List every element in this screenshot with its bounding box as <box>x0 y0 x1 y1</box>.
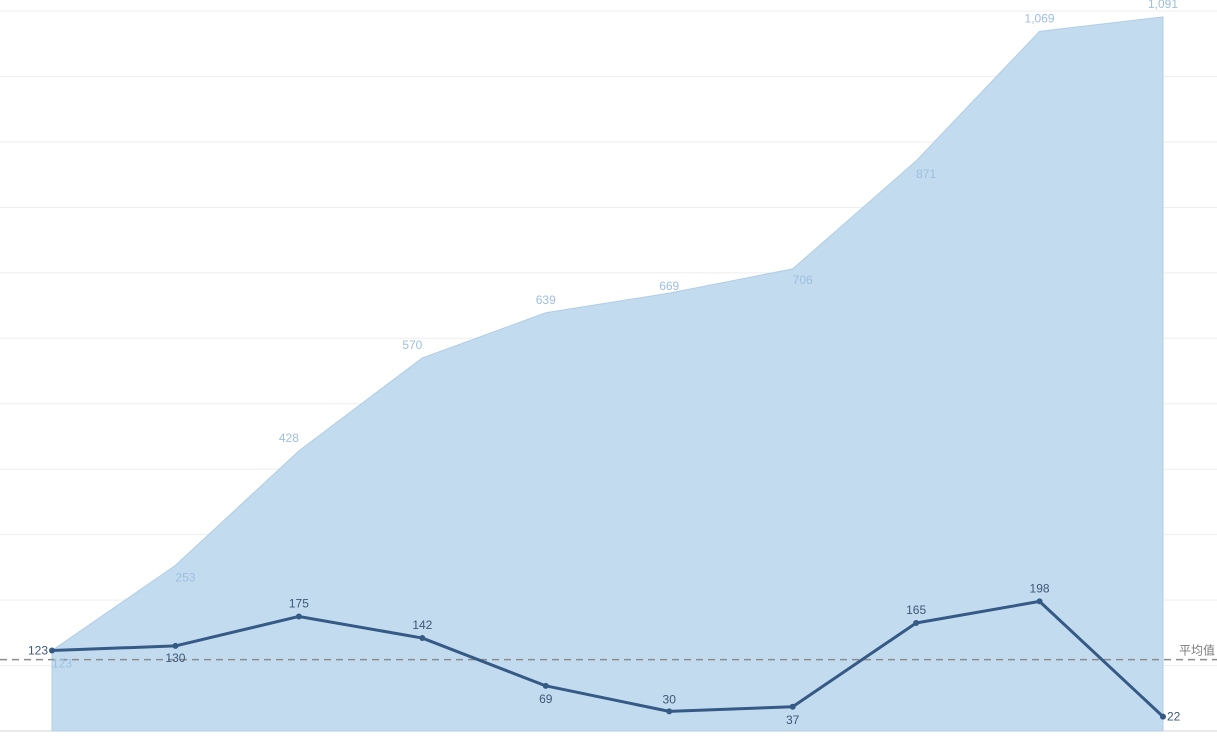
line-point <box>49 647 55 654</box>
line-point <box>913 620 920 627</box>
line-point <box>789 703 796 710</box>
line-data-label: 69 <box>539 692 553 706</box>
average-reference: 平均值 <box>0 643 1217 661</box>
line-point <box>542 682 549 689</box>
line-point <box>295 613 302 620</box>
line-series <box>49 598 1166 720</box>
area-data-label: 570 <box>402 338 422 352</box>
line-point <box>172 642 179 649</box>
line-data-label: 30 <box>663 692 677 706</box>
line-point <box>1160 713 1166 720</box>
cumulative-area <box>51 16 1164 732</box>
area-data-label: 669 <box>659 279 679 293</box>
area-data-label: 253 <box>175 570 195 584</box>
line-point <box>666 708 673 715</box>
line-data-label: 123 <box>28 643 48 657</box>
area-data-label: 871 <box>916 167 936 181</box>
line-data-label: 165 <box>906 603 926 617</box>
area-data-label: 428 <box>279 431 299 445</box>
line-data-label: 37 <box>786 713 800 727</box>
data-labels: 123 253 428 570 639 669 706 871 1,069 1,091 123 130… <box>28 0 1181 727</box>
average-label: 平均值 <box>1179 643 1215 658</box>
line-point <box>419 635 426 642</box>
line-data-label: 142 <box>412 618 432 632</box>
area-data-label: 706 <box>793 273 813 287</box>
area-data-label: 639 <box>536 293 556 307</box>
area-data-label: 1,069 <box>1025 11 1055 25</box>
area-series <box>51 16 1164 732</box>
line-data-label: 22 <box>1167 710 1181 724</box>
area-data-label: 123 <box>52 656 72 670</box>
value-line <box>50 599 1165 719</box>
line-data-label: 130 <box>165 651 185 665</box>
area-data-label: 1,091 <box>1148 0 1178 11</box>
line-data-label: 175 <box>289 596 309 610</box>
line-data-label: 198 <box>1030 581 1050 595</box>
line-point <box>1036 598 1043 605</box>
